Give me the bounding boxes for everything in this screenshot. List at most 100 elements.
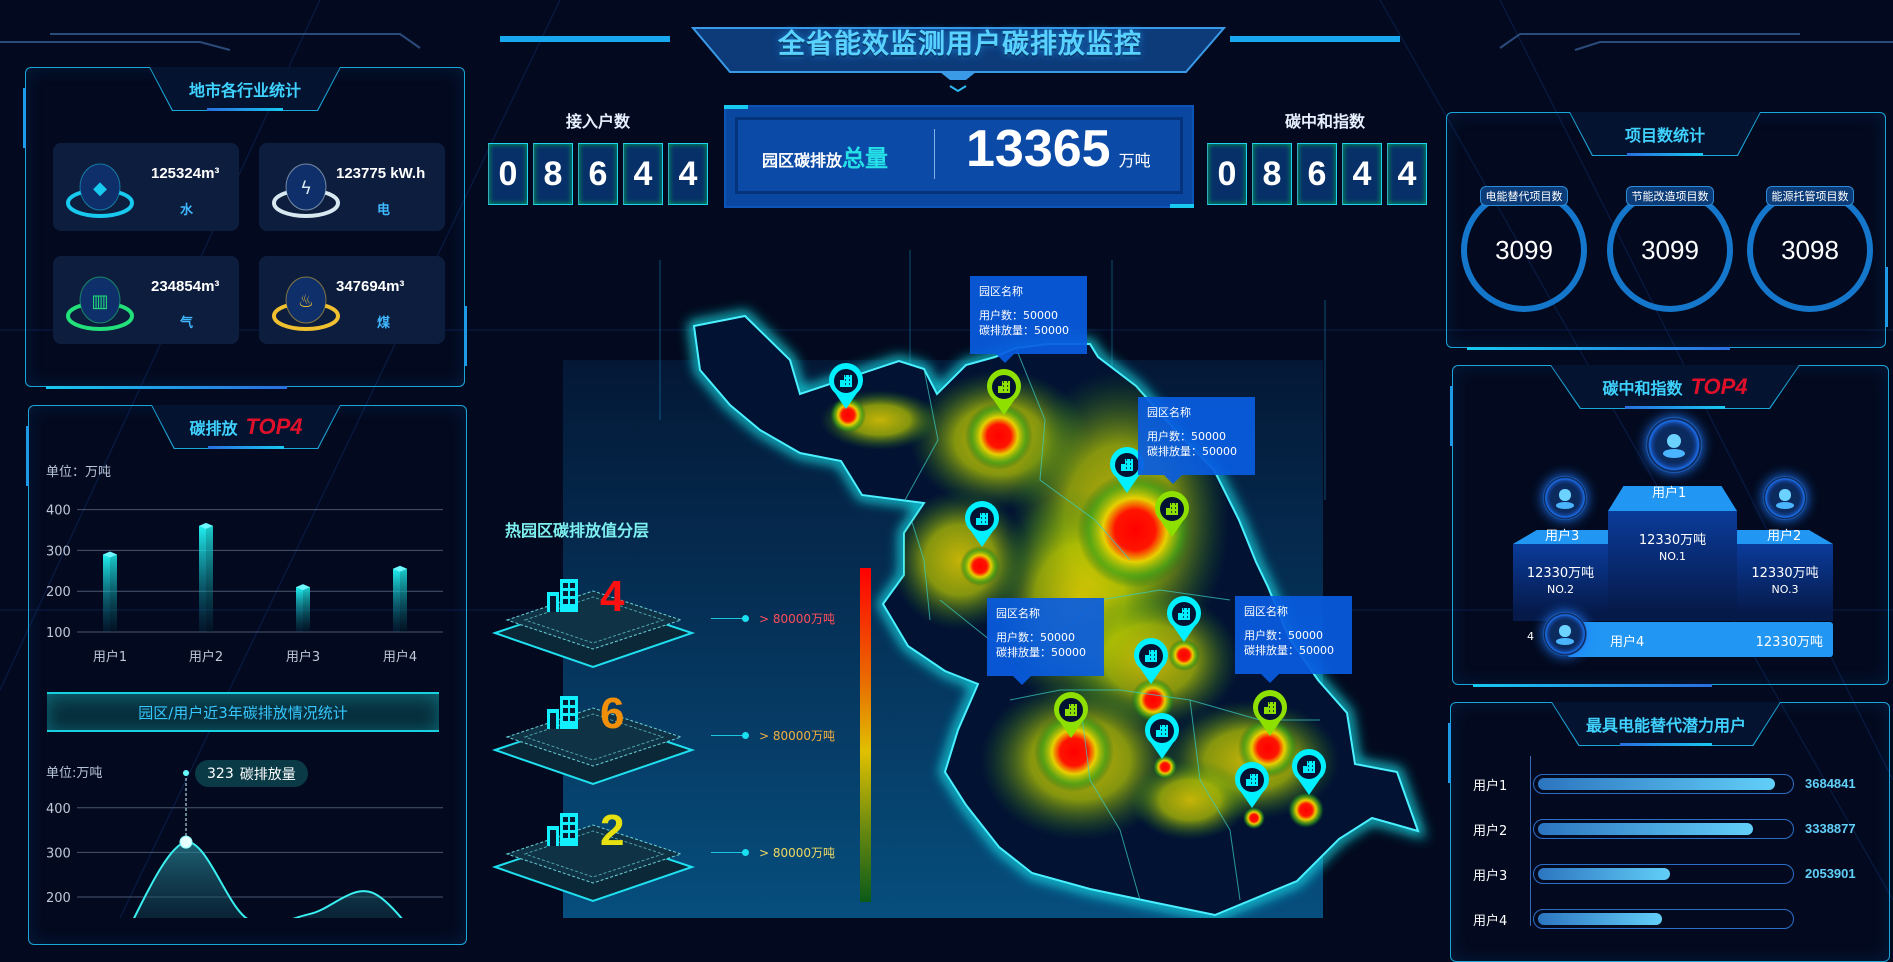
chart-tooltip: 323 碳排放量	[195, 760, 308, 787]
bar-shade	[110, 554, 117, 632]
y-tick-label: 300	[46, 846, 71, 861]
park-users: 用户数：50000	[1147, 430, 1226, 443]
park-marker-pin-icon[interactable]	[1167, 596, 1201, 642]
y-tick-label: 400	[46, 504, 71, 519]
park-marker-pin-icon[interactable]	[1054, 692, 1088, 738]
park-marker-pin-icon[interactable]	[1235, 762, 1269, 808]
second-name: 用户3	[1545, 529, 1580, 544]
x-tick-label: 用户1	[93, 649, 127, 665]
x-tick-label: 用户4	[383, 649, 417, 665]
access-count-title: 接入户数	[565, 112, 630, 131]
digit-box: 4	[668, 143, 708, 205]
total-unit: 万吨	[1118, 151, 1151, 170]
park-emission: 碳排放量：50000	[996, 646, 1086, 659]
heat-spot	[1168, 639, 1200, 671]
layer-dot	[742, 732, 749, 739]
project-label: 节能改造项目数	[1626, 186, 1714, 206]
stat-card: ϟ 123775 kW.h 电	[259, 143, 445, 231]
stat-value: 125324m³	[151, 165, 220, 182]
project-label: 电能替代项目数	[1480, 186, 1568, 206]
park-users: 用户数：50000	[1244, 629, 1323, 642]
avatar-first	[1646, 417, 1702, 473]
heat-spot	[1153, 755, 1177, 779]
park-marker-pin-icon[interactable]	[1253, 690, 1287, 736]
trend-banner-title: 园区/用户近3年碳排放情况统计	[138, 703, 348, 722]
bar	[103, 554, 117, 632]
total-label-highlight: 总量	[842, 146, 889, 172]
podium-third: 12330万吨 NO.3	[1737, 544, 1833, 621]
stat-value: 234854m³	[151, 278, 220, 295]
svg-text:♨: ♨	[298, 291, 314, 312]
park-marker-pin-icon[interactable]	[1155, 491, 1189, 537]
potential-bar	[1533, 909, 1794, 929]
bar	[199, 525, 213, 632]
digit-box: 6	[1297, 143, 1337, 205]
park-marker-pin-icon[interactable]	[1134, 638, 1168, 684]
user-name: 用户2	[1473, 824, 1508, 839]
park-name: 园区名称	[979, 285, 1023, 298]
project-count-ring: 3099	[1461, 188, 1587, 312]
avatar-second	[1543, 476, 1587, 520]
first-value: 12330万吨	[1638, 533, 1707, 548]
trend-banner: 园区/用户近3年碳排放情况统计	[47, 692, 439, 732]
second-value: 12330万吨	[1526, 566, 1595, 581]
water-drop-icon: ◆	[65, 151, 135, 221]
tooltip-label: 碳排放量	[239, 766, 296, 783]
project-count-ring: 3098	[1747, 188, 1873, 312]
park-emission: 碳排放量：50000	[1244, 644, 1334, 657]
digit-box: 4	[1387, 143, 1427, 205]
potential-value: 3338877	[1805, 821, 1856, 836]
digit-box: 6	[578, 143, 618, 205]
third-value: 12330万吨	[1751, 566, 1819, 581]
park-marker-pin-icon[interactable]	[829, 363, 863, 409]
total-value: 13365	[966, 120, 1111, 178]
park-tooltip: 园区名称 用户数：50000 碳排放量：50000	[1138, 397, 1255, 484]
panel-title: 碳排放	[189, 418, 238, 438]
bar-cap	[103, 551, 117, 558]
layer-count: 6	[600, 689, 625, 738]
third-name: 用户2	[1767, 529, 1802, 544]
park-marker-pin-icon[interactable]	[1145, 713, 1179, 759]
user-name: 用户1	[1473, 779, 1508, 794]
neutral-top4-panel: 碳中和指数 TOP4	[1450, 365, 1889, 687]
bar-cap	[393, 565, 407, 572]
unit-label: 单位：万吨	[46, 465, 112, 480]
stat-label: 水	[180, 203, 194, 218]
panel-title: 碳中和指数	[1602, 378, 1683, 398]
park-marker-pin-icon[interactable]	[965, 501, 999, 547]
second-rank: NO.2	[1547, 583, 1574, 596]
park-marker-pin-icon[interactable]	[1292, 749, 1326, 795]
user-name: 用户3	[1473, 869, 1508, 884]
total-emission-box: 园区碳排放总量 13365 万吨	[724, 105, 1194, 208]
park-tooltip: 园区名称 用户数：50000 碳排放量：50000	[970, 276, 1087, 363]
stat-value: 123775 kW.h	[336, 165, 426, 182]
unit-label: 单位:万吨	[46, 766, 103, 781]
layer-count: 4	[600, 572, 625, 621]
potential-bar	[1533, 819, 1794, 839]
first-rank: NO.1	[1659, 550, 1686, 563]
park-users: 用户数：50000	[996, 631, 1075, 644]
potential-value: 2053901	[1805, 866, 1856, 881]
bar-shade	[206, 525, 213, 632]
y-tick-label: 300	[46, 544, 71, 559]
park-tooltip: 园区名称 用户数：50000 碳排放量：50000	[987, 598, 1104, 685]
layer-threshold: > 80000万吨	[759, 612, 836, 626]
digit-box: 4	[623, 143, 663, 205]
potential-bar-fill	[1538, 868, 1670, 880]
lightning-icon: ϟ	[271, 151, 341, 221]
y-tick-label: 200	[46, 585, 71, 600]
top4-badge: TOP4	[1690, 373, 1748, 399]
park-marker-pin-icon[interactable]	[1110, 447, 1144, 493]
building-icon	[546, 813, 580, 846]
panel-title: 地市各行业统计	[188, 80, 301, 100]
carbon-trend-chart: 200 300 400	[46, 770, 443, 918]
potential-bar-fill	[1538, 778, 1775, 790]
park-marker-pin-icon[interactable]	[987, 369, 1021, 415]
park-emission: 碳排放量：50000	[1147, 445, 1237, 458]
area-fill	[134, 842, 402, 918]
user-name: 用户4	[1473, 914, 1508, 929]
layer-dot	[742, 849, 749, 856]
heat-spot	[1288, 792, 1324, 828]
heat-spot	[1034, 712, 1114, 792]
project-label: 能源托管项目数	[1766, 186, 1854, 206]
